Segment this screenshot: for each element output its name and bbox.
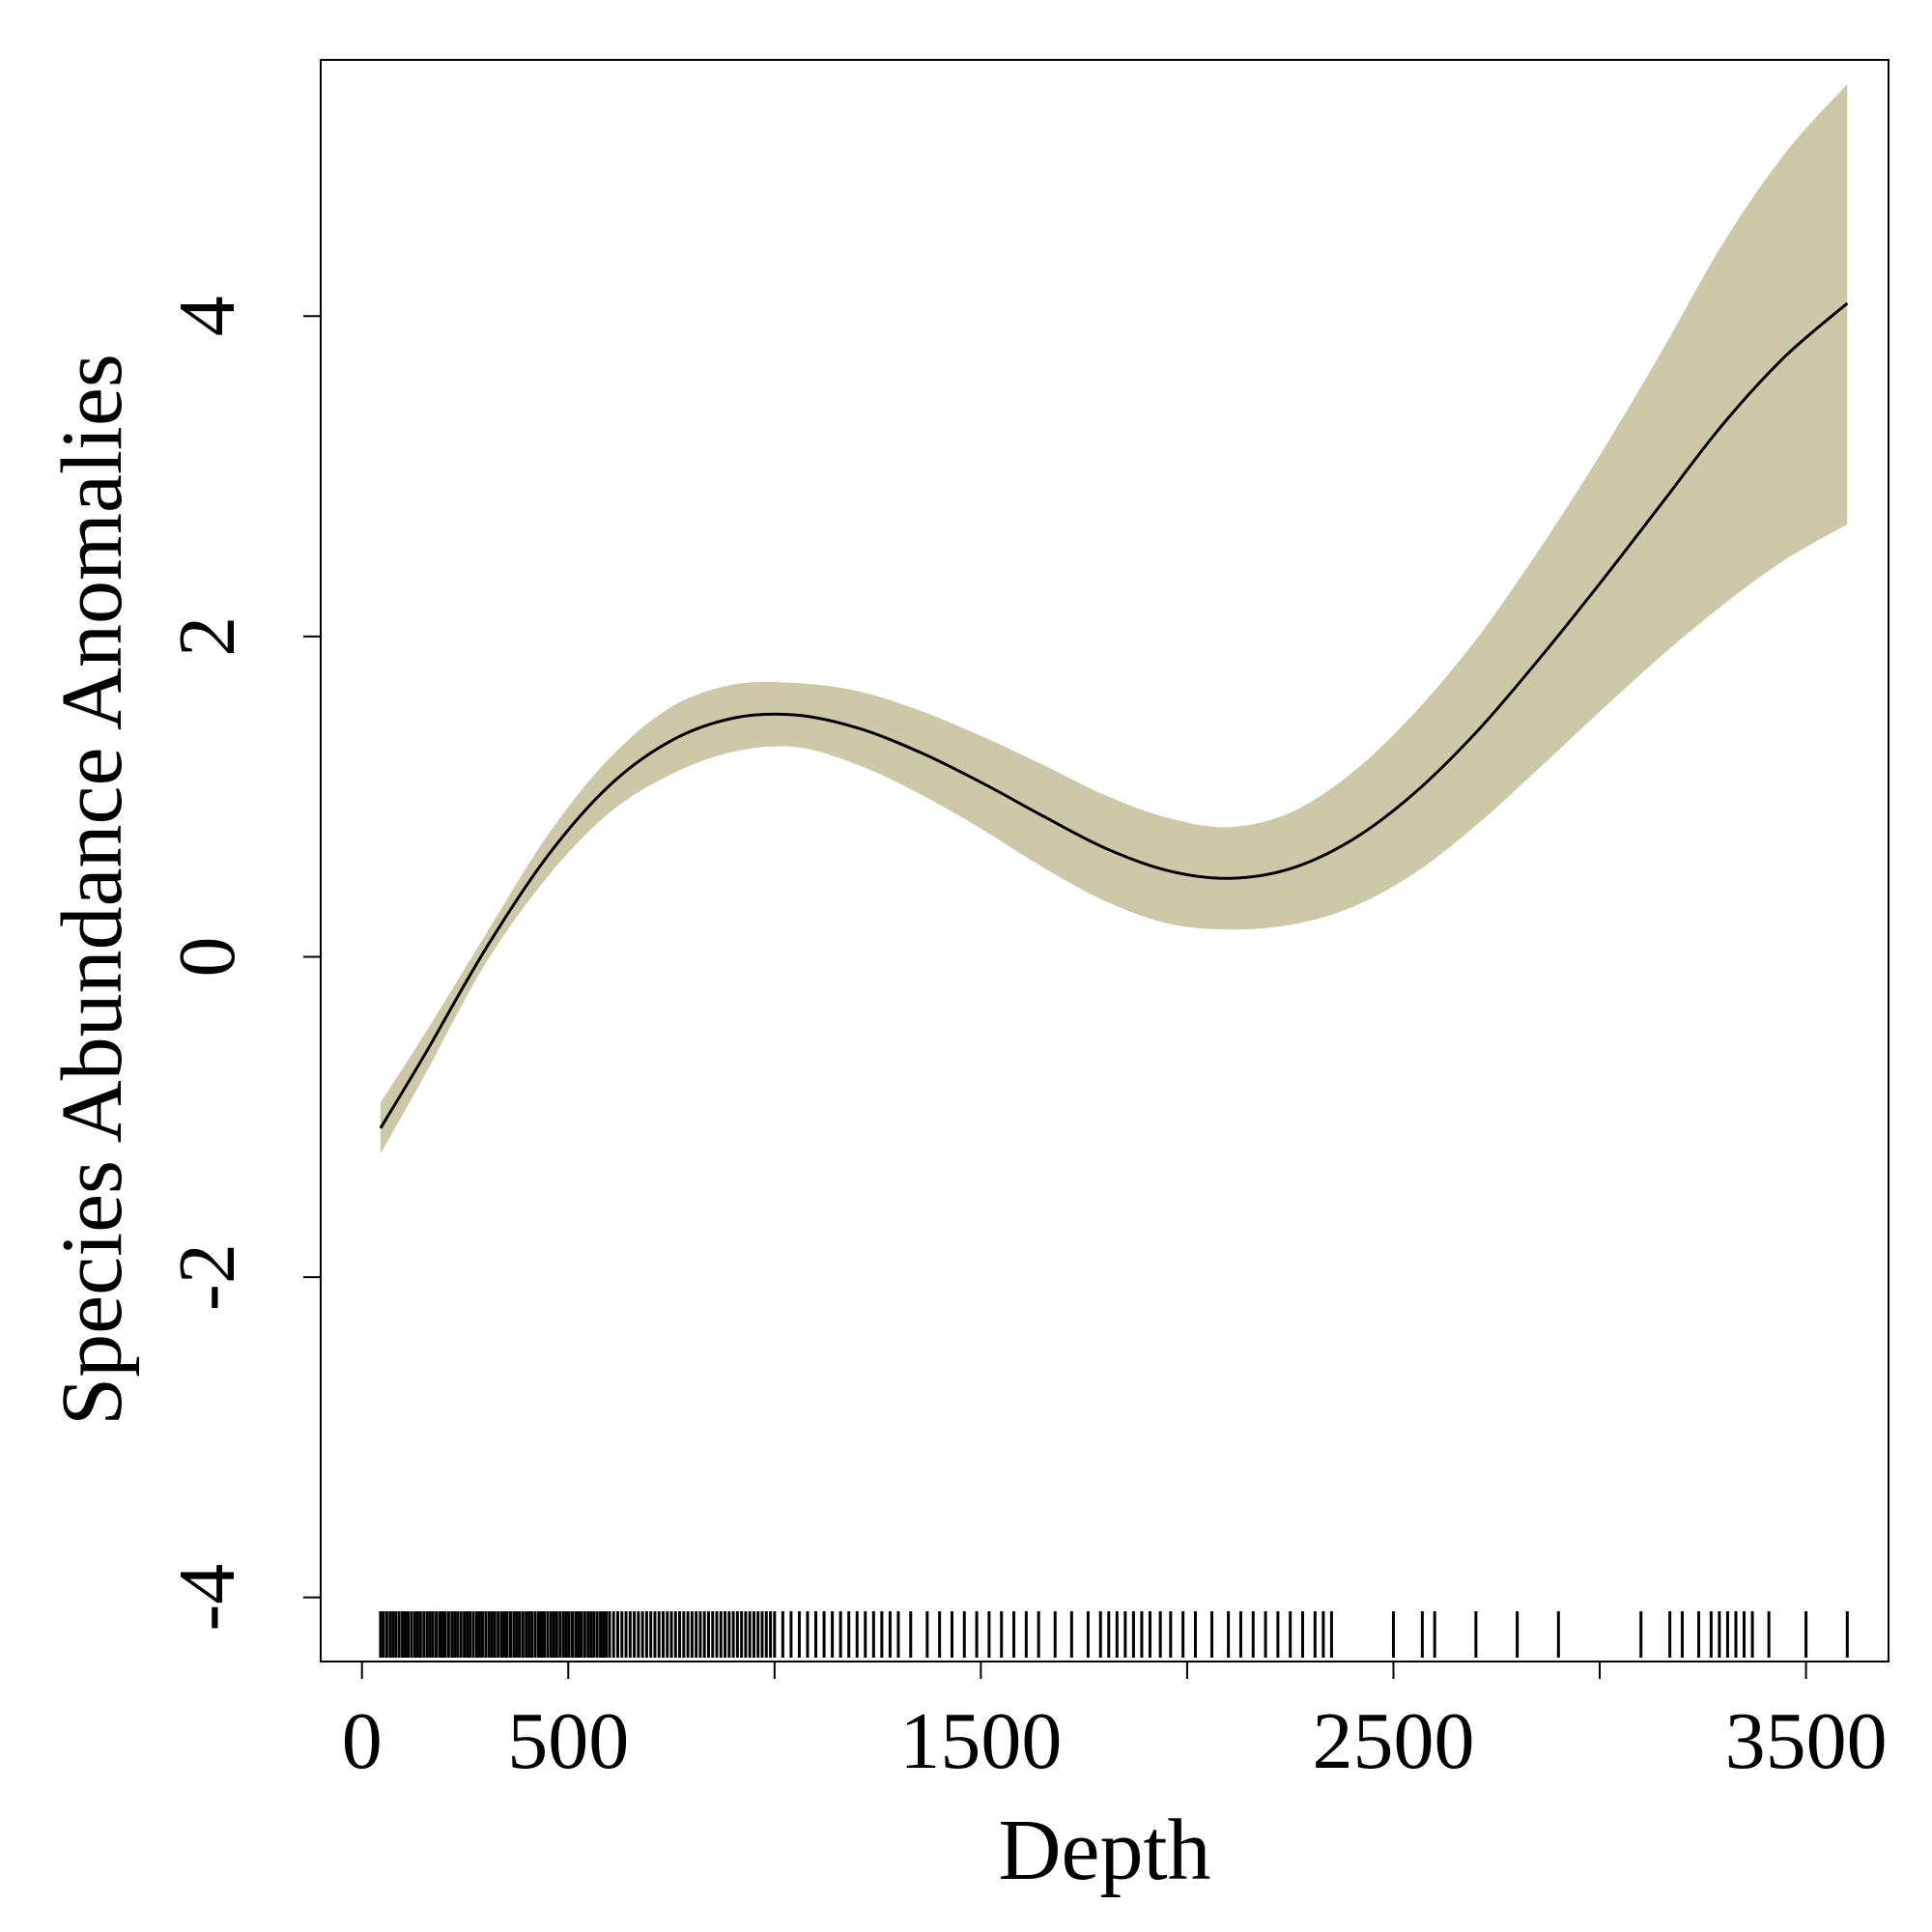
x-tick-label: 2500	[1312, 1696, 1474, 1786]
x-tick-label: 500	[507, 1696, 629, 1786]
rug-layer	[379, 1611, 1849, 1658]
confidence-band-layer	[380, 83, 1848, 1154]
x-tick-label: 0	[342, 1696, 383, 1786]
smooth-fit-line	[379, 301, 1849, 1129]
y-axis-title: Species Abundance Anomalies	[44, 354, 140, 1426]
y-tick-label: 2	[162, 616, 252, 657]
y-tick-label: 0	[162, 936, 252, 977]
x-tick-label: 3500	[1725, 1696, 1888, 1786]
plot-frame	[320, 59, 1889, 1662]
confidence-band	[380, 83, 1848, 1154]
x-axis-title: Depth	[999, 1803, 1211, 1898]
y-tick-label: 4	[162, 296, 252, 336]
y-tick-label: -2	[162, 1243, 252, 1311]
x-tick-label: 1500	[899, 1696, 1062, 1786]
y-axis: -4 -2 0 2 4	[162, 296, 321, 1632]
y-tick-label: -4	[162, 1564, 252, 1632]
smooth-line-layer	[379, 301, 1849, 1129]
x-axis: 0 500 1500 2500 3500	[342, 1662, 1888, 1786]
